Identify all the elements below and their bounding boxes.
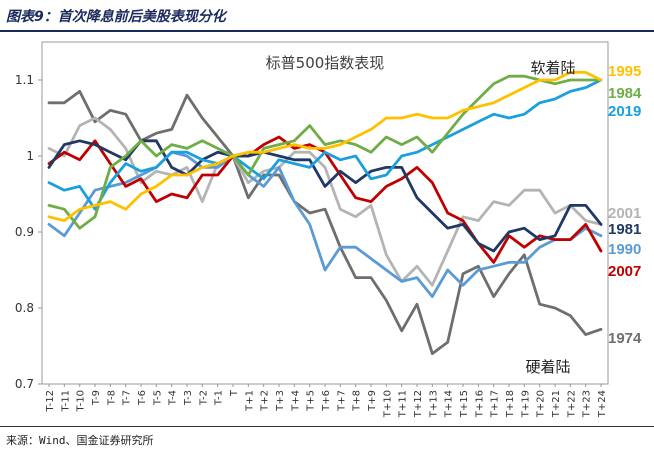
x-tick-label: T-10 — [76, 390, 87, 413]
hard-landing-annotation: 硬着陆 — [525, 358, 570, 376]
x-tick-label: T-1 — [214, 390, 225, 406]
x-tick-label: T+12 — [413, 390, 424, 418]
chart-title: 标普500指数表现 — [266, 54, 385, 72]
source-divider — [0, 426, 654, 427]
x-tick-label: T+16 — [474, 390, 485, 418]
x-tick-label: T+18 — [505, 390, 516, 418]
x-tick-label: T-4 — [168, 390, 179, 406]
series-label-2007: 2007 — [608, 263, 641, 280]
x-tick-label: T-7 — [122, 390, 133, 406]
x-tick-label: T-12 — [45, 390, 56, 413]
line-chart: 0.70.80.911.1 T-12 T-11 T-10 T-9 T-8 T-7 T-6 T-… — [15, 41, 642, 418]
x-tick-label: T+9 — [367, 390, 378, 412]
x-tick-label: T-6 — [137, 390, 148, 406]
series-line-1984 — [47, 74, 603, 230]
x-tick-label: T-2 — [198, 390, 209, 406]
series-line-1995 — [47, 71, 603, 223]
x-tick-label: T+11 — [398, 390, 409, 418]
series-label-1984: 1984 — [608, 85, 642, 102]
x-tick-label: T+7 — [336, 390, 347, 412]
x-tick-label: T+24 — [597, 390, 608, 418]
y-axis: 0.7 0.8 0.9 1 1.1 — [15, 73, 42, 391]
x-tick-label: T-5 — [152, 390, 163, 406]
y-tick-label: 0.8 — [15, 301, 34, 315]
series-line-1974 — [47, 90, 603, 356]
series-label-1974: 1974 — [608, 330, 642, 347]
x-tick-label: T-9 — [91, 390, 102, 406]
series-label-1990: 1990 — [608, 241, 641, 258]
series-label-1995: 1995 — [608, 63, 641, 80]
x-tick-label: T+13 — [428, 390, 439, 418]
source-note: 来源：Wind、国金证券研究所 — [6, 434, 154, 447]
series-line-2001 — [47, 116, 603, 287]
y-tick-label: 0.7 — [15, 377, 34, 391]
x-tick-label: T+2 — [260, 390, 271, 412]
x-tick-label: T — [229, 389, 240, 397]
series-lines — [47, 71, 603, 356]
x-tick-label: T-11 — [60, 390, 71, 413]
x-tick-label: T+19 — [520, 390, 531, 418]
x-tick-label: T+21 — [551, 390, 562, 418]
y-tick-label: 0.9 — [15, 225, 34, 239]
x-tick-label: T+17 — [490, 390, 501, 418]
x-tick-label: T-8 — [106, 390, 117, 406]
x-tick-label: T+4 — [290, 390, 301, 412]
series-line-2007 — [47, 135, 603, 264]
x-tick-label: T+3 — [275, 390, 286, 412]
plot-border — [41, 41, 609, 385]
series-line-1990 — [47, 150, 603, 299]
x-tick-label: T+20 — [536, 390, 547, 418]
x-tick-label: T-3 — [183, 390, 194, 406]
x-axis: T-12 T-11 T-10 T-9 T-8 T-7 T-6 T-5 T-4 T-3 T-2 T-1 T… — [45, 384, 608, 418]
figure-title: 图表9：首次降息前后美股表现分化 — [6, 9, 226, 25]
x-tick-label: T+22 — [566, 390, 577, 418]
x-tick-label: T+14 — [444, 390, 455, 418]
x-tick-label: T+15 — [459, 390, 470, 418]
series-label-2001: 2001 — [608, 205, 641, 222]
x-tick-label: T+10 — [382, 390, 393, 418]
x-tick-label: T+6 — [321, 390, 332, 412]
x-tick-label: T+5 — [306, 390, 317, 412]
x-tick-label: T+8 — [352, 390, 363, 412]
title-divider — [0, 30, 654, 32]
x-tick-label: T+23 — [582, 390, 593, 418]
series-label-2019: 2019 — [608, 103, 641, 120]
series-label-1981: 1981 — [608, 221, 641, 238]
series-line-2019 — [47, 78, 603, 211]
y-tick-label: 1.1 — [15, 73, 34, 87]
soft-landing-annotation: 软着陆 — [530, 59, 575, 77]
y-tick-label: 1 — [26, 149, 34, 163]
x-tick-label: T+1 — [244, 390, 255, 412]
